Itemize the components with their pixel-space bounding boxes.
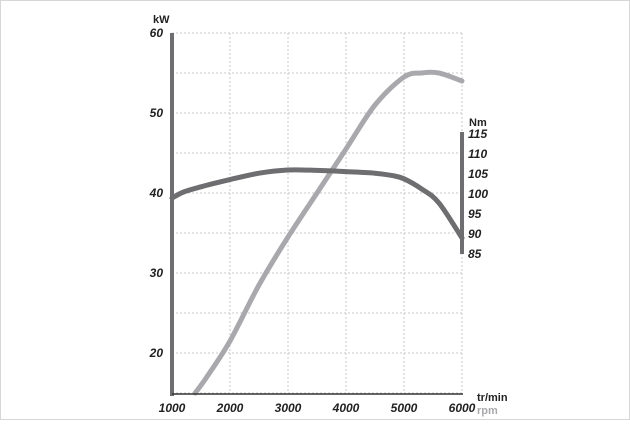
x-tick-label: 3000 [275,401,302,415]
x-tick-label: 2000 [216,401,244,415]
series-layer [169,69,465,396]
x-axis-label-top: tr/min [477,392,508,404]
y-right-tick-label: 85 [468,247,482,261]
x-tick-labels: 1000 2000 3000 4000 5000 6000 [159,401,476,415]
y-right-tick-label: 100 [468,187,488,201]
y-left-tick-label: 20 [149,346,164,360]
y-left-tick-label: 60 [150,26,164,40]
y-right-axis-label: Nm [469,117,487,129]
y-right-tick-label: 110 [468,147,487,161]
y-left-tick-labels: 60 50 40 30 20 [149,26,164,360]
y-left-axis-label: kW [153,14,170,26]
y-right-tick-label: 115 [468,127,487,141]
x-axis-label-bottom: rpm [477,405,498,417]
x-tick-label: 5000 [391,401,418,415]
y-left-tick-label: 50 [150,106,164,120]
y-left-tick-label: 30 [150,266,164,280]
y-left-tick-label: 40 [149,186,164,200]
right-axis-bar [460,132,464,254]
x-tick-label: 1000 [159,401,186,415]
x-tick-label: 4000 [332,401,360,415]
y-right-tick-labels: 115 110 105 100 95 90 85 [468,127,488,261]
left-axis-bar [170,33,174,396]
y-right-tick-label: 95 [468,207,482,221]
y-right-tick-label: 105 [468,167,488,181]
y-right-tick-label: 90 [468,227,482,241]
grid-lines [171,32,463,394]
torque-curve [169,167,465,241]
x-tick-label: 6000 [449,401,476,415]
